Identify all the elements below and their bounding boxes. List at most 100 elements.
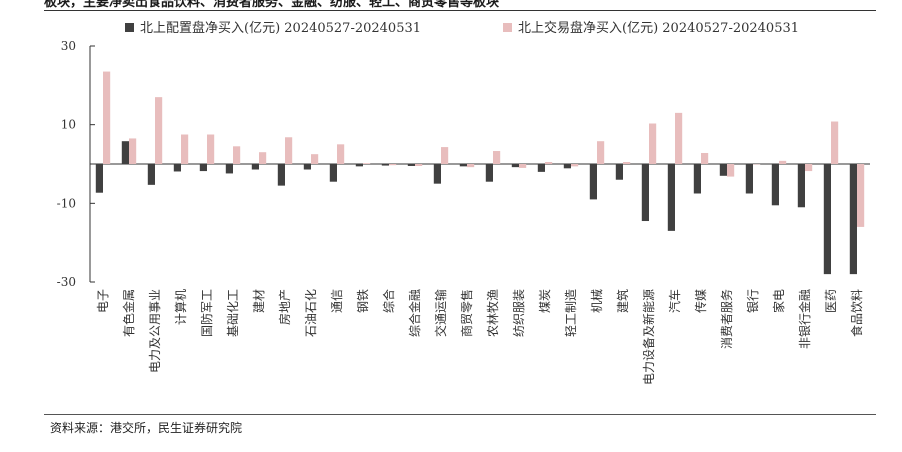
category-label: 银行 (746, 289, 760, 313)
bar-config-0 (95, 164, 103, 193)
category-label: 建材 (252, 289, 266, 313)
bar-trade-23 (701, 152, 709, 164)
y-tick-label: -30 (57, 275, 76, 289)
bar-config-20 (615, 164, 623, 180)
bar-trade-17 (545, 162, 553, 164)
bar-trade-8 (311, 154, 319, 164)
bar-config-11 (381, 164, 389, 166)
bar-trade-13 (441, 147, 449, 164)
bar-trade-29 (857, 164, 865, 227)
bar-config-5 (225, 164, 233, 174)
bars (95, 71, 865, 275)
category-label: 石油石化 (304, 289, 318, 337)
bar-trade-11 (389, 164, 397, 166)
bar-config-2 (147, 164, 155, 185)
bar-config-22 (667, 164, 675, 231)
y-tick-label: 10 (61, 118, 76, 132)
bar-config-18 (563, 164, 571, 169)
bar-trade-21 (649, 123, 657, 164)
bar-trade-16 (519, 164, 527, 168)
y-tick-label: -10 (57, 196, 76, 210)
category-label: 医药 (824, 289, 838, 313)
category-label: 家电 (771, 289, 786, 313)
category-label: 国防军工 (199, 289, 214, 337)
bar-trade-26 (779, 160, 787, 164)
category-label: 传媒 (693, 289, 708, 313)
bar-trade-4 (207, 134, 215, 164)
legend: 北上配置盘净买入(亿元) 20240527-20240531 北上交易盘净买入(亿… (125, 20, 799, 36)
category-label: 纺织服装 (512, 289, 526, 337)
top-rule (44, 10, 876, 11)
category-label: 商贸零售 (459, 289, 474, 337)
bar-config-6 (251, 164, 259, 170)
category-label: 计算机 (173, 289, 188, 325)
bar-trade-10 (363, 163, 371, 164)
y-tick-label: 30 (61, 39, 76, 53)
bar-trade-6 (259, 152, 267, 164)
category-label: 机械 (589, 289, 604, 313)
category-label: 综合金融 (407, 289, 422, 337)
bar-config-8 (303, 164, 311, 170)
bar-trade-20 (623, 162, 631, 164)
category-label: 交通运输 (433, 289, 448, 337)
bar-trade-9 (337, 144, 345, 164)
bar-trade-1 (129, 138, 137, 164)
bar-config-28 (823, 164, 831, 275)
bar-trade-18 (571, 164, 579, 167)
bar-config-1 (121, 141, 129, 164)
category-label: 煤炭 (538, 289, 552, 313)
bar-config-15 (485, 164, 493, 182)
category-label: 消费者服务 (719, 289, 734, 349)
bar-config-27 (797, 164, 805, 208)
category-label: 轻工制造 (564, 289, 578, 337)
bar-config-24 (719, 164, 727, 176)
axes: -30 -10 10 30 (57, 39, 870, 289)
bar-config-21 (641, 164, 649, 222)
bar-trade-5 (233, 146, 241, 164)
legend-swatch (503, 23, 512, 32)
bottom-rule (44, 414, 876, 415)
category-label: 建筑 (615, 289, 630, 313)
bar-config-14 (459, 164, 467, 167)
category-labels: 电子 有色金属 电力及公用事业 计算机 国防军工 基础化工 建材 房地产 石油石化 通信 钢铁 综合综… (96, 289, 864, 385)
legend-label: 北上交易盘净买入(亿元) 20240527-20240531 (518, 20, 799, 36)
bar-trade-14 (467, 164, 475, 168)
bar-config-19 (589, 164, 597, 200)
bar-config-16 (511, 164, 519, 168)
legend-label: 北上配置盘净买入(亿元) 20240527-20240531 (140, 20, 421, 36)
category-label: 电子 (96, 289, 110, 313)
bar-trade-27 (805, 164, 813, 172)
category-label: 汽车 (667, 289, 682, 313)
category-label: 有色金属 (121, 289, 136, 337)
legend-swatch (125, 23, 134, 32)
bar-trade-15 (493, 151, 501, 164)
category-label: 电力设备及新能源 (641, 289, 656, 385)
bar-config-7 (277, 164, 285, 186)
category-label: 通信 (330, 289, 344, 313)
bar-config-26 (771, 164, 779, 206)
bar-trade-19 (597, 141, 605, 164)
category-label: 食品饮料 (849, 289, 864, 337)
category-label: 钢铁 (356, 289, 370, 313)
bar-config-13 (433, 164, 441, 184)
bar-config-9 (329, 164, 337, 182)
chart-title: 板块，主要净卖出食品饮料、消费者服务、金融、纺服、轻工、商贸零售等板块 (44, 0, 500, 9)
bar-trade-22 (675, 112, 683, 164)
bar-config-3 (173, 164, 181, 172)
bar-config-25 (745, 164, 753, 194)
category-label: 房地产 (277, 289, 292, 325)
bar-config-17 (537, 164, 545, 172)
category-label: 基础化工 (226, 289, 240, 337)
bar-config-10 (355, 164, 363, 167)
category-label: 非银行金融 (797, 289, 812, 349)
bar-trade-2 (155, 97, 163, 164)
bar-trade-12 (415, 164, 423, 166)
source-note: 资料来源：港交所，民生证券研究院 (50, 421, 243, 435)
bar-trade-0 (103, 71, 111, 164)
bar-config-23 (693, 164, 701, 194)
category-label: 综合 (381, 289, 396, 313)
bar-trade-3 (181, 134, 189, 164)
category-label: 农林牧渔 (486, 289, 500, 337)
bar-trade-7 (285, 137, 293, 164)
